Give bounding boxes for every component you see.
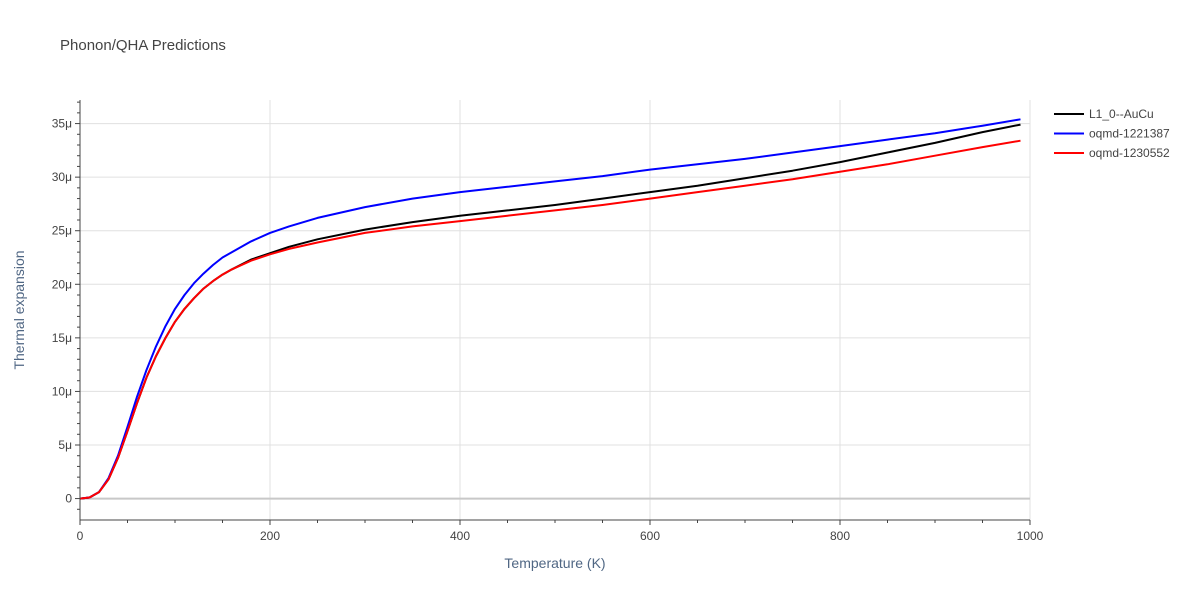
y-tick-label: 35μ	[52, 117, 72, 131]
axes	[75, 100, 1031, 525]
legend-item[interactable]: L1_0--AuCu	[1054, 107, 1154, 121]
series-line	[79, 139, 1021, 500]
y-tick-label: 30μ	[52, 170, 72, 184]
legend-label: oqmd-1230552	[1089, 146, 1170, 160]
legend-item[interactable]: oqmd-1230552	[1054, 146, 1170, 160]
x-tick-label: 800	[830, 529, 850, 543]
x-tick-label: 400	[450, 529, 470, 543]
x-tick-label: 1000	[1017, 529, 1044, 543]
chart-title: Phonon/QHA Predictions	[60, 37, 226, 54]
y-tick-label: 5μ	[58, 438, 72, 452]
y-tick-label: 0	[65, 492, 72, 506]
y-axis-title: Thermal expansion	[11, 250, 27, 369]
grid-lines	[80, 100, 1031, 520]
series-line	[79, 118, 1021, 500]
y-tick-label: 25μ	[52, 224, 72, 238]
x-tick-label: 200	[260, 529, 280, 543]
legend-item[interactable]: oqmd-1221387	[1054, 127, 1170, 141]
x-tick-label: 0	[77, 529, 84, 543]
y-tick-label: 20μ	[52, 277, 72, 291]
y-tick-label: 15μ	[52, 331, 72, 345]
series-line	[79, 123, 1021, 500]
series-layer	[79, 118, 1021, 500]
y-tick-labels: 0 5μ 10μ 15μ 20μ 25μ 30μ 35μ	[52, 117, 73, 506]
x-axis-title: Temperature (K)	[504, 555, 605, 571]
legend: L1_0--AuCu oqmd-1221387 oqmd-1230552	[1054, 107, 1170, 160]
legend-label: oqmd-1221387	[1089, 127, 1170, 141]
x-tick-labels: 0 200 400 600 800 1000	[77, 529, 1044, 543]
y-tick-label: 10μ	[52, 384, 72, 398]
legend-label: L1_0--AuCu	[1089, 107, 1154, 121]
x-tick-label: 600	[640, 529, 660, 543]
